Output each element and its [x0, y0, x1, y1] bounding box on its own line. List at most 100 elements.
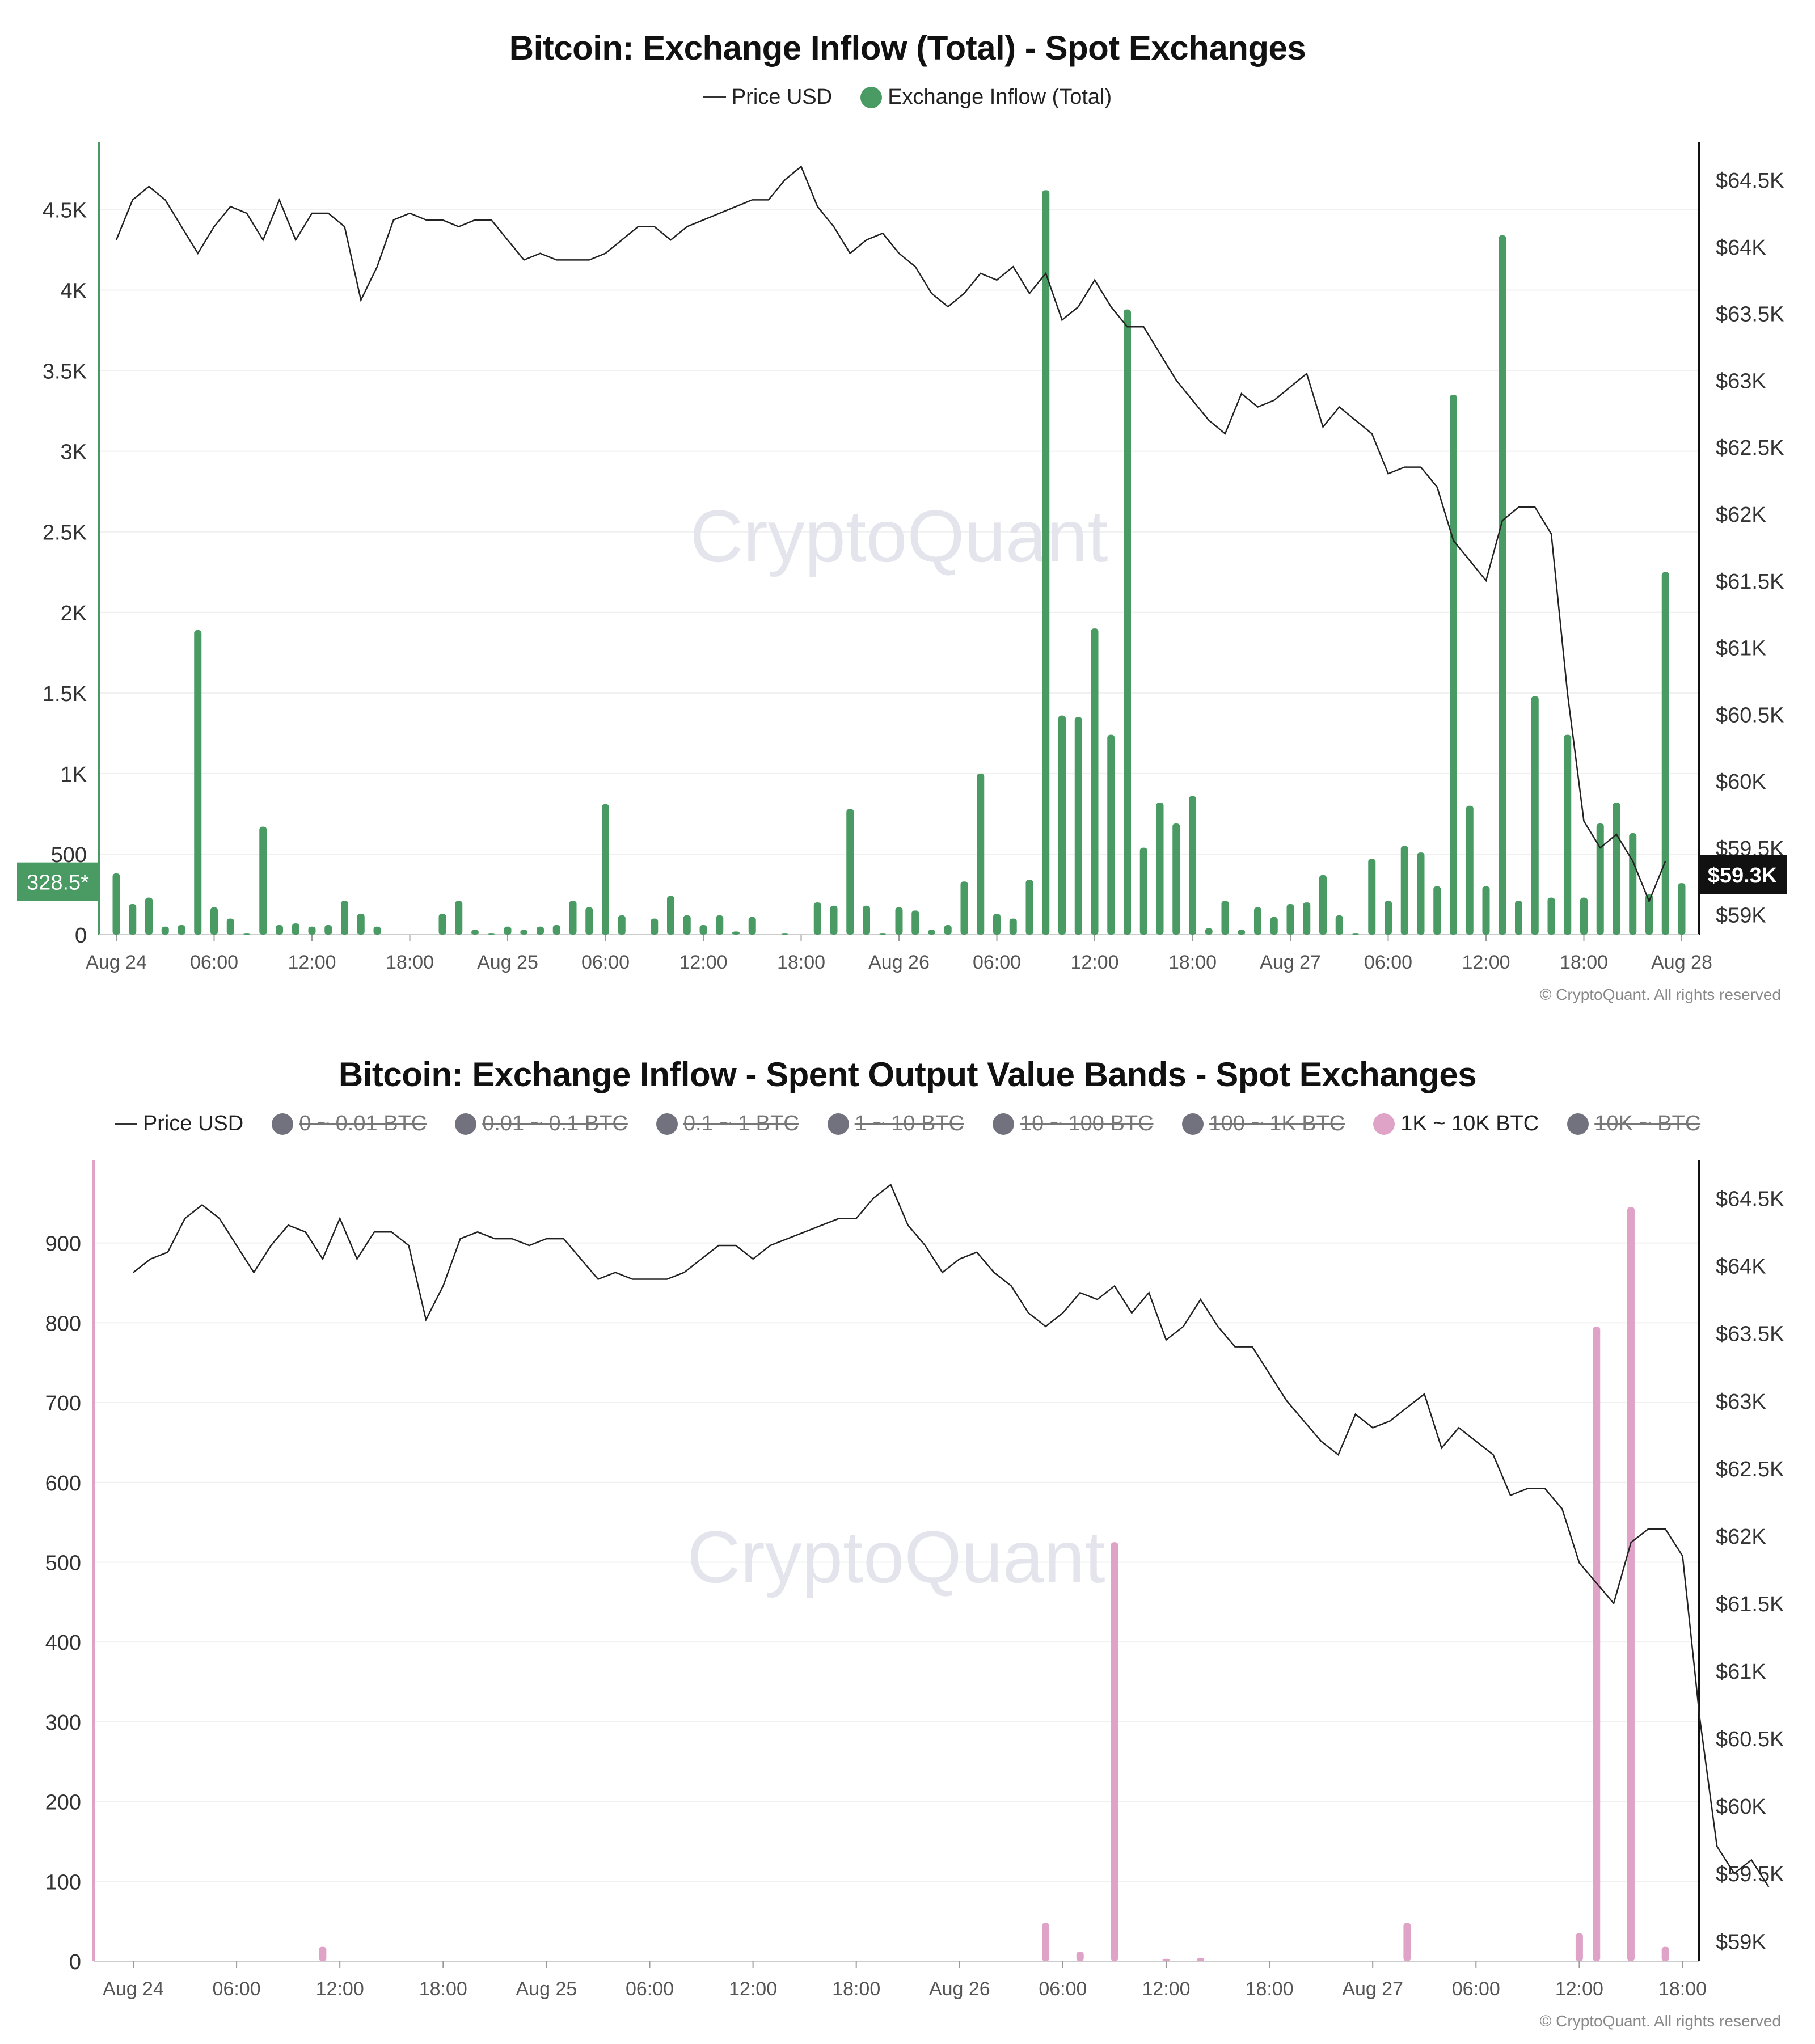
inflow-bar[interactable] [879, 933, 887, 935]
inflow-bar[interactable] [161, 926, 169, 935]
inflow-bar[interactable] [781, 933, 789, 935]
inflow-bar[interactable] [1156, 803, 1164, 935]
legend-item-price-usd[interactable]: Price USD [114, 1112, 243, 1136]
inflow-bar[interactable] [1433, 886, 1441, 935]
inflow-bar[interactable] [1162, 1958, 1170, 1961]
legend-item-10k-btc[interactable]: 10K ~ BTC [1567, 1112, 1700, 1136]
inflow-bar[interactable] [993, 914, 1001, 935]
inflow-bar[interactable] [1076, 1952, 1084, 1961]
legend-item-0-0-01-btc[interactable]: 0 ~ 0.01 BTC [272, 1112, 427, 1136]
inflow-bar[interactable] [1319, 875, 1327, 935]
inflow-bar[interactable] [1403, 1923, 1411, 1961]
inflow-bar[interactable] [1139, 847, 1147, 935]
inflow-bar[interactable] [1254, 907, 1261, 935]
inflow-bar[interactable] [651, 918, 659, 935]
inflow-bar[interactable] [1042, 190, 1050, 935]
inflow-bar[interactable] [324, 924, 332, 935]
inflow-bar[interactable] [732, 931, 740, 935]
inflow-bar[interactable] [226, 918, 234, 935]
inflow-bar[interactable] [1531, 696, 1539, 935]
inflow-bar[interactable] [1400, 846, 1408, 935]
inflow-bar[interactable] [438, 914, 446, 935]
inflow-bar[interactable] [1042, 1923, 1050, 1961]
inflow-bar[interactable] [210, 907, 218, 935]
inflow-bar[interactable] [1107, 734, 1115, 935]
inflow-bar[interactable] [1547, 897, 1555, 935]
inflow-bar[interactable] [1629, 833, 1637, 935]
inflow-bar[interactable] [1593, 1327, 1601, 1961]
inflow-bar[interactable] [520, 930, 528, 935]
inflow-bar[interactable] [699, 924, 707, 935]
inflow-bar[interactable] [455, 901, 463, 935]
inflow-bar[interactable] [1025, 880, 1033, 935]
legend-item-100-1k-btc[interactable]: 100 ~ 1K BTC [1181, 1112, 1345, 1136]
inflow-bar[interactable] [1596, 823, 1604, 935]
inflow-bar[interactable] [928, 930, 935, 935]
price-line[interactable] [115, 165, 1666, 903]
inflow-bar[interactable] [319, 1946, 327, 1961]
inflow-bar[interactable] [1205, 928, 1213, 935]
inflow-bar[interactable] [292, 923, 299, 935]
inflow-bar[interactable] [178, 924, 185, 935]
inflow-bar[interactable] [1575, 1933, 1583, 1961]
inflow-bar[interactable] [748, 917, 756, 935]
inflow-bar[interactable] [504, 926, 512, 935]
inflow-bar[interactable] [585, 907, 593, 935]
inflow-bar[interactable] [1499, 235, 1506, 935]
inflow-bar[interactable] [1417, 852, 1425, 935]
inflow-bar[interactable] [537, 926, 544, 935]
inflow-bar[interactable] [863, 905, 870, 935]
inflow-bar[interactable] [276, 924, 283, 935]
inflow-bar[interactable] [1270, 917, 1278, 935]
inflow-bar[interactable] [1678, 883, 1686, 935]
inflow-bar[interactable] [1058, 715, 1066, 935]
inflow-bar[interactable] [471, 930, 479, 935]
inflow-bar[interactable] [1111, 1542, 1118, 1961]
legend-item-0-01-0-1-btc[interactable]: 0.01 ~ 0.1 BTC [455, 1112, 628, 1136]
inflow-bar[interactable] [960, 881, 968, 935]
inflow-bar[interactable] [1124, 309, 1131, 935]
inflow-bar[interactable] [1335, 915, 1343, 935]
inflow-bar[interactable] [1303, 902, 1311, 935]
inflow-bar[interactable] [1368, 859, 1376, 935]
inflow-bar[interactable] [667, 896, 674, 935]
inflow-bar[interactable] [1286, 904, 1294, 935]
inflow-bar[interactable] [1645, 894, 1653, 935]
inflow-bar[interactable] [911, 910, 919, 935]
inflow-bar[interactable] [1613, 803, 1620, 935]
inflow-bar[interactable] [1197, 1958, 1205, 1961]
inflow-bar[interactable] [569, 901, 577, 935]
inflow-bar[interactable] [341, 901, 348, 935]
inflow-bar[interactable] [1482, 886, 1490, 935]
inflow-bar[interactable] [194, 630, 202, 935]
inflow-bar[interactable] [357, 914, 365, 935]
inflow-bar[interactable] [1238, 930, 1246, 935]
inflow-bar[interactable] [1009, 918, 1017, 935]
inflow-bar[interactable] [977, 773, 985, 935]
inflow-bar[interactable] [1352, 933, 1360, 935]
legend-item-0-1-1-btc[interactable]: 0.1 ~ 1 BTC [656, 1112, 799, 1136]
inflow-bar[interactable] [308, 926, 316, 935]
legend-item-1k-10k-btc[interactable]: 1K ~ 10K BTC [1373, 1112, 1539, 1136]
inflow-bar[interactable] [1661, 1946, 1669, 1961]
legend-item-price-usd[interactable]: Price USD [703, 85, 832, 109]
inflow-bar[interactable] [895, 907, 903, 935]
inflow-bar[interactable] [1466, 805, 1474, 935]
inflow-bar[interactable] [373, 926, 381, 935]
inflow-bar[interactable] [618, 915, 626, 935]
inflow-bar[interactable] [145, 897, 153, 935]
price-line[interactable] [133, 1183, 1770, 1887]
inflow-bar[interactable] [259, 826, 267, 935]
inflow-bar[interactable] [1661, 572, 1669, 935]
inflow-bar[interactable] [846, 809, 854, 935]
inflow-bar[interactable] [1074, 717, 1082, 935]
inflow-bar[interactable] [602, 804, 609, 935]
inflow-bar[interactable] [112, 873, 120, 935]
inflow-bar[interactable] [813, 902, 821, 935]
inflow-bar[interactable] [830, 905, 838, 935]
legend-item-1-10-btc[interactable]: 1 ~ 10 BTC [827, 1112, 964, 1136]
inflow-bar[interactable] [1515, 901, 1522, 935]
inflow-bar[interactable] [683, 915, 691, 935]
legend-item-exchange-inflow-total[interactable]: Exchange Inflow (Total) [860, 85, 1112, 109]
inflow-bar[interactable] [243, 933, 251, 935]
